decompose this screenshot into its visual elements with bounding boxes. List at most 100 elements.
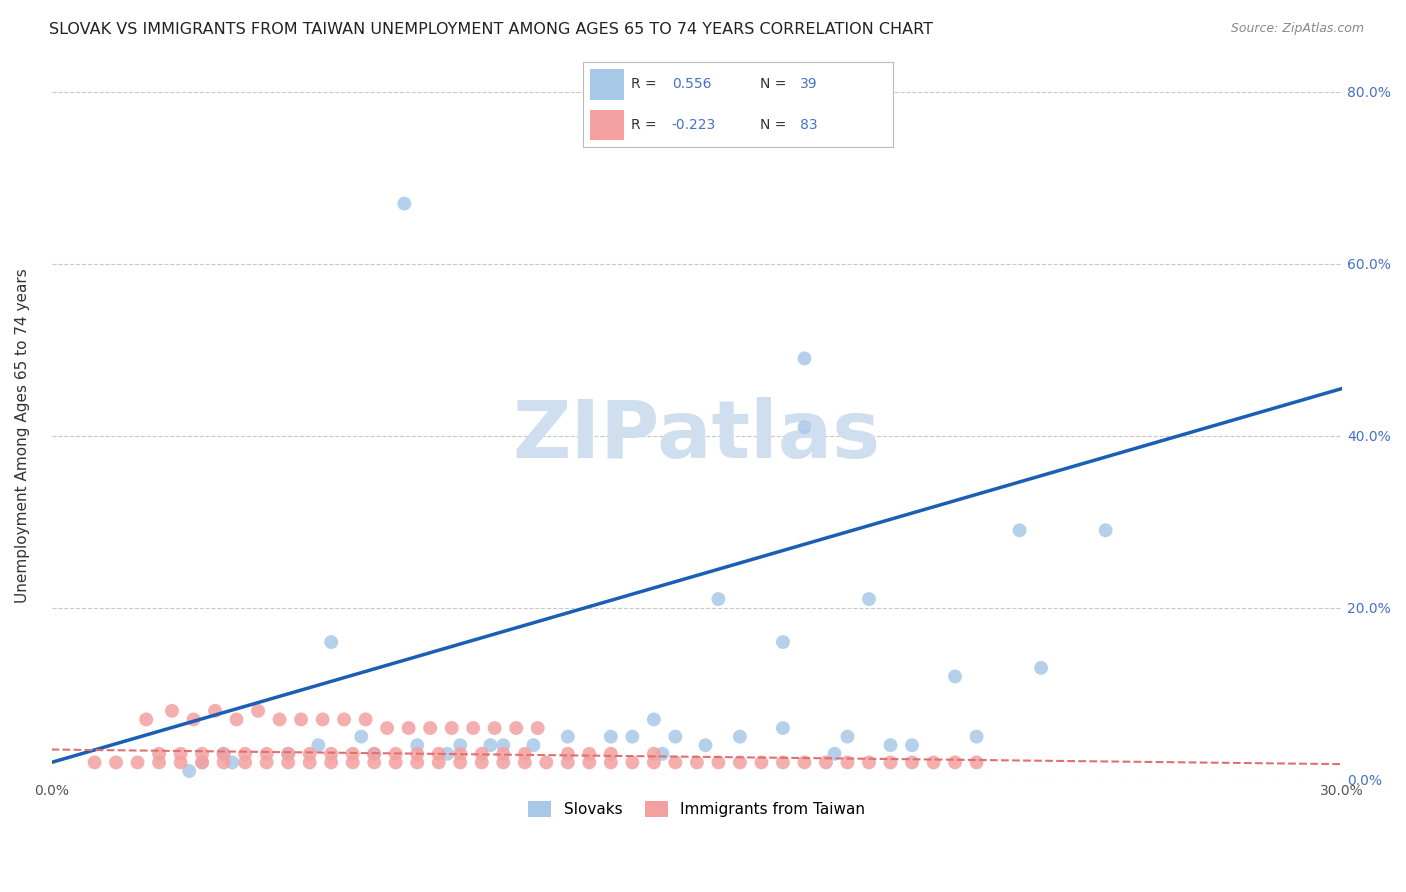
- Text: SLOVAK VS IMMIGRANTS FROM TAIWAN UNEMPLOYMENT AMONG AGES 65 TO 74 YEARS CORRELAT: SLOVAK VS IMMIGRANTS FROM TAIWAN UNEMPLO…: [49, 22, 934, 37]
- Point: [384, 747, 406, 761]
- Point: [135, 713, 157, 727]
- Text: 0.556: 0.556: [672, 78, 711, 92]
- Point: [513, 756, 536, 770]
- Point: [427, 756, 450, 770]
- Point: [772, 635, 794, 649]
- Point: [966, 730, 988, 744]
- Point: [419, 721, 441, 735]
- Point: [384, 756, 406, 770]
- Text: R =: R =: [631, 118, 657, 132]
- Point: [406, 756, 429, 770]
- Point: [277, 756, 299, 770]
- Point: [204, 704, 226, 718]
- Point: [879, 756, 901, 770]
- Point: [298, 756, 321, 770]
- Point: [277, 747, 299, 761]
- Point: [233, 747, 256, 761]
- Point: [169, 747, 191, 761]
- Point: [526, 721, 548, 735]
- Point: [191, 756, 214, 770]
- Point: [127, 756, 149, 770]
- Point: [505, 721, 527, 735]
- FancyBboxPatch shape: [589, 70, 624, 100]
- Point: [858, 592, 880, 607]
- Point: [354, 713, 377, 727]
- Point: [943, 756, 966, 770]
- Point: [824, 747, 846, 761]
- Point: [290, 713, 312, 727]
- Point: [321, 756, 343, 770]
- Point: [557, 730, 579, 744]
- Point: [621, 756, 644, 770]
- Point: [148, 747, 170, 761]
- Point: [599, 756, 621, 770]
- Point: [536, 756, 558, 770]
- Point: [212, 747, 235, 761]
- Point: [484, 721, 506, 735]
- Point: [643, 747, 665, 761]
- Point: [513, 747, 536, 761]
- Point: [707, 756, 730, 770]
- Text: ZIPatlas: ZIPatlas: [513, 397, 882, 475]
- Point: [814, 756, 837, 770]
- Point: [901, 738, 924, 752]
- Point: [879, 738, 901, 752]
- Point: [321, 747, 343, 761]
- Point: [793, 420, 815, 434]
- Point: [191, 756, 214, 770]
- Point: [375, 721, 398, 735]
- Point: [943, 669, 966, 683]
- Point: [311, 713, 333, 727]
- Point: [664, 730, 686, 744]
- Point: [471, 756, 494, 770]
- Point: [225, 713, 247, 727]
- Point: [342, 747, 364, 761]
- Point: [221, 756, 243, 770]
- Text: Source: ZipAtlas.com: Source: ZipAtlas.com: [1230, 22, 1364, 36]
- Point: [492, 756, 515, 770]
- Point: [599, 747, 621, 761]
- Point: [256, 747, 278, 761]
- Point: [307, 738, 329, 752]
- Point: [707, 592, 730, 607]
- Point: [837, 730, 859, 744]
- Point: [772, 721, 794, 735]
- Point: [621, 730, 644, 744]
- Text: R =: R =: [631, 78, 657, 92]
- Point: [277, 747, 299, 761]
- Point: [342, 756, 364, 770]
- Point: [436, 747, 458, 761]
- Point: [233, 756, 256, 770]
- Point: [449, 747, 471, 761]
- Text: 83: 83: [800, 118, 818, 132]
- Point: [479, 738, 502, 752]
- Point: [695, 738, 717, 752]
- Point: [578, 747, 600, 761]
- Point: [471, 747, 494, 761]
- Point: [664, 756, 686, 770]
- Point: [298, 747, 321, 761]
- Point: [83, 756, 105, 770]
- Point: [406, 747, 429, 761]
- Legend: Slovaks, Immigrants from Taiwan: Slovaks, Immigrants from Taiwan: [523, 796, 872, 823]
- Text: -0.223: -0.223: [672, 118, 716, 132]
- FancyBboxPatch shape: [589, 110, 624, 140]
- Point: [160, 704, 183, 718]
- Point: [1094, 524, 1116, 538]
- Point: [901, 756, 924, 770]
- Point: [105, 756, 128, 770]
- Point: [686, 756, 709, 770]
- Point: [363, 747, 385, 761]
- Point: [793, 351, 815, 366]
- Text: 39: 39: [800, 78, 818, 92]
- Point: [858, 756, 880, 770]
- Point: [394, 196, 416, 211]
- Point: [492, 738, 515, 752]
- Point: [179, 764, 201, 778]
- Point: [449, 738, 471, 752]
- Point: [837, 756, 859, 770]
- Point: [751, 756, 773, 770]
- Point: [643, 756, 665, 770]
- Text: N =: N =: [759, 118, 786, 132]
- Point: [599, 730, 621, 744]
